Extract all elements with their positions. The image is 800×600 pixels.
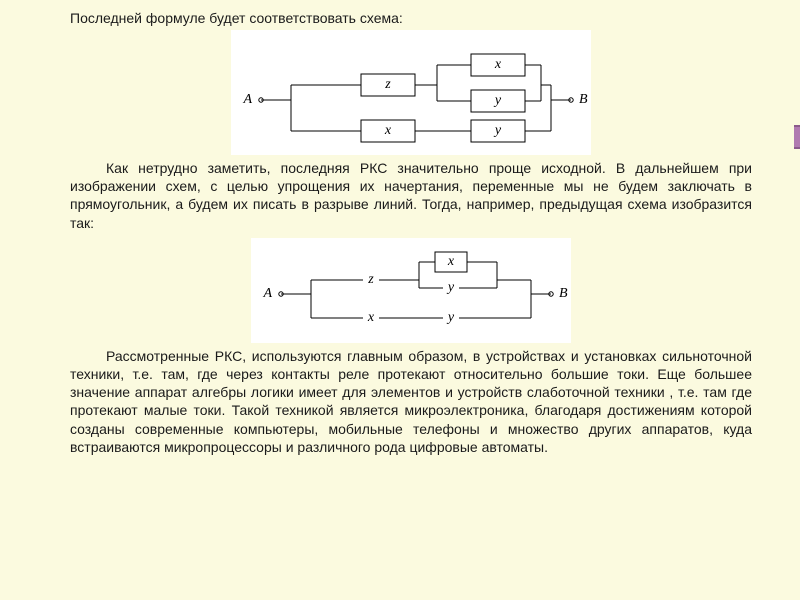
svg-text:x: x: [447, 254, 455, 269]
svg-text:y: y: [446, 310, 455, 325]
svg-text:z: z: [384, 77, 391, 92]
page: Последней формуле будет соответствовать …: [0, 0, 800, 600]
svg-text:B: B: [559, 286, 568, 301]
diagram-1-svg: A Bz x y x y: [231, 30, 591, 150]
svg-text:x: x: [367, 310, 375, 325]
svg-text:x: x: [494, 57, 502, 72]
svg-text:z: z: [367, 272, 374, 287]
diagram-2-wrap: ABzxyxy: [70, 238, 752, 343]
svg-text:A: A: [262, 286, 272, 301]
svg-text:A: A: [242, 92, 252, 107]
diagram-1-wrap: A Bz x y x y: [70, 30, 752, 155]
diagram-1: A Bz x y x y: [231, 30, 591, 155]
svg-text:B: B: [579, 92, 588, 107]
svg-text:y: y: [493, 93, 502, 108]
diagram-2: ABzxyxy: [251, 238, 571, 343]
accent-bar: [794, 125, 800, 149]
heading-line: Последней формуле будет соответствовать …: [70, 10, 752, 26]
svg-text:y: y: [493, 123, 502, 138]
paragraph-2: Рассмотренные РКС, используются главным …: [70, 347, 752, 456]
svg-text:x: x: [384, 123, 392, 138]
diagram-2-svg: ABzxyxy: [251, 238, 571, 338]
paragraph-1: Как нетрудно заметить, последняя РКС зна…: [70, 159, 752, 232]
svg-text:y: y: [446, 280, 455, 295]
